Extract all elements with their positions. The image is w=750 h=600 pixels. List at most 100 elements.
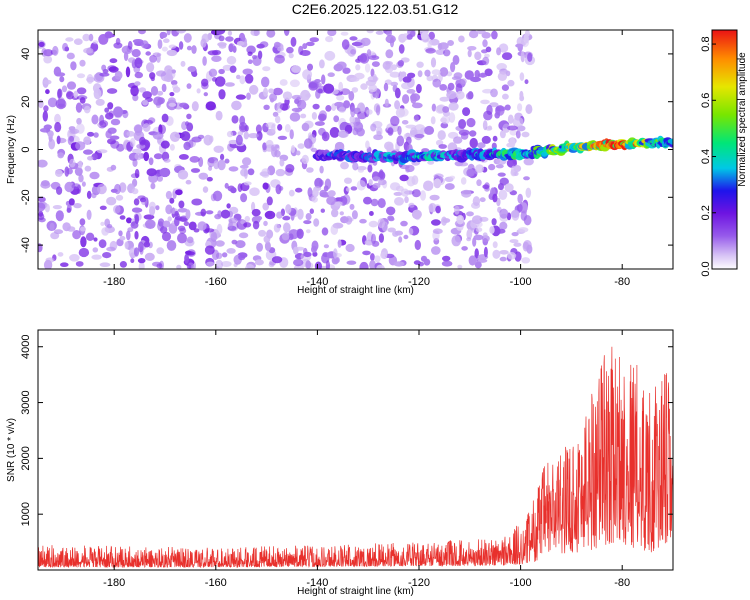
- noise-cell: [76, 117, 82, 125]
- noise-cell: [386, 206, 396, 216]
- colorbar-segment: [712, 121, 737, 123]
- colorbar-segment: [712, 185, 737, 187]
- colorbar-segment: [712, 84, 737, 86]
- colorbar-segment: [712, 68, 737, 70]
- noise-cell: [349, 36, 358, 41]
- colorbar-segment: [712, 212, 737, 214]
- noise-cell: [443, 49, 451, 57]
- colorbar-segment: [712, 261, 737, 263]
- noise-cell: [343, 100, 351, 109]
- colorbar-segment: [712, 39, 737, 41]
- noise-cell: [325, 105, 332, 112]
- noise-cell: [177, 232, 187, 244]
- colorbar-segment: [712, 90, 737, 92]
- noise-cell: [285, 164, 295, 173]
- noise-cell: [346, 260, 357, 265]
- colorbar-segment: [712, 244, 737, 246]
- noise-cell: [386, 143, 394, 154]
- noise-cell: [134, 214, 139, 225]
- colorbar-segment: [712, 131, 737, 133]
- colorbar-segment: [712, 225, 737, 227]
- noise-cell: [394, 197, 404, 206]
- colorbar-segment: [712, 49, 737, 51]
- x-tick-label: -100: [510, 577, 532, 589]
- noise-cell: [324, 178, 332, 190]
- noise-cell: [413, 260, 421, 265]
- colorbar-segment: [712, 141, 737, 143]
- colorbar-segment: [712, 205, 737, 207]
- noise-cell: [130, 258, 135, 264]
- colorbar-segment: [712, 183, 737, 185]
- noise-cell: [394, 87, 401, 99]
- noise-cell: [338, 106, 346, 113]
- noise-cell: [277, 124, 283, 131]
- noise-cell: [68, 198, 75, 206]
- noise-cell: [64, 166, 70, 177]
- noise-cell: [319, 59, 325, 69]
- noise-cell: [309, 37, 319, 43]
- noise-cell: [405, 136, 412, 145]
- noise-cell: [492, 241, 498, 249]
- colorbar-segment: [712, 256, 737, 258]
- noise-cell: [444, 183, 455, 190]
- colorbar-segment: [712, 192, 737, 194]
- noise-cell: [86, 190, 92, 199]
- noise-cell: [306, 167, 314, 173]
- colorbar-segment: [712, 78, 737, 80]
- noise-cell: [313, 218, 320, 227]
- noise-cell: [253, 30, 259, 37]
- colorbar-segment: [712, 173, 737, 175]
- noise-cell: [362, 250, 371, 256]
- noise-cell: [461, 246, 468, 251]
- colorbar-segment: [712, 81, 737, 83]
- noise-cell: [454, 205, 460, 215]
- noise-cell: [520, 51, 525, 63]
- colorbar-segment: [712, 45, 737, 47]
- noise-cell: [224, 82, 235, 87]
- colorbar-segment: [712, 41, 737, 43]
- noise-cell: [97, 183, 107, 195]
- noise-cell: [180, 60, 186, 67]
- noise-cell: [119, 215, 126, 220]
- noise-cell: [492, 249, 501, 259]
- noise-cell: [412, 189, 421, 198]
- noise-cell: [266, 196, 273, 206]
- noise-cell: [375, 30, 384, 35]
- noise-cell: [509, 137, 516, 149]
- noise-cell: [321, 131, 330, 142]
- colorbar-segment: [712, 236, 737, 238]
- colorbar-segment: [712, 237, 737, 239]
- colorbar-segment: [712, 143, 737, 145]
- noise-cell: [293, 246, 299, 255]
- noise-cell: [145, 219, 156, 229]
- noise-cell: [255, 124, 262, 134]
- colorbar-segment: [712, 101, 737, 103]
- noise-cell: [66, 52, 75, 60]
- noise-cell: [286, 46, 294, 54]
- colorbar-segment: [712, 175, 737, 177]
- colorbar-segment: [712, 97, 737, 99]
- noise-cell: [146, 62, 155, 73]
- noise-cell: [429, 194, 440, 201]
- noise-cell: [161, 113, 169, 123]
- noise-cell: [325, 260, 330, 269]
- colorbar-segment: [712, 215, 737, 217]
- noise-cell: [213, 145, 224, 153]
- noise-cell: [156, 53, 161, 63]
- noise-cell: [218, 68, 225, 75]
- noise-cell: [507, 114, 514, 124]
- noise-cell: [366, 109, 373, 115]
- noise-cell: [326, 196, 337, 206]
- noise-cell: [402, 76, 412, 83]
- noise-cell: [169, 92, 175, 97]
- noise-cell: [481, 135, 491, 144]
- noise-cell: [200, 208, 207, 217]
- y-tick-label: 20: [20, 96, 32, 108]
- noise-cell: [283, 222, 291, 233]
- noise-cell: [376, 264, 385, 269]
- noise-cell: [315, 89, 321, 99]
- colorbar-segment: [712, 42, 737, 44]
- noise-cell: [476, 179, 482, 187]
- noise-cell: [288, 233, 294, 241]
- noise-cell: [213, 160, 220, 170]
